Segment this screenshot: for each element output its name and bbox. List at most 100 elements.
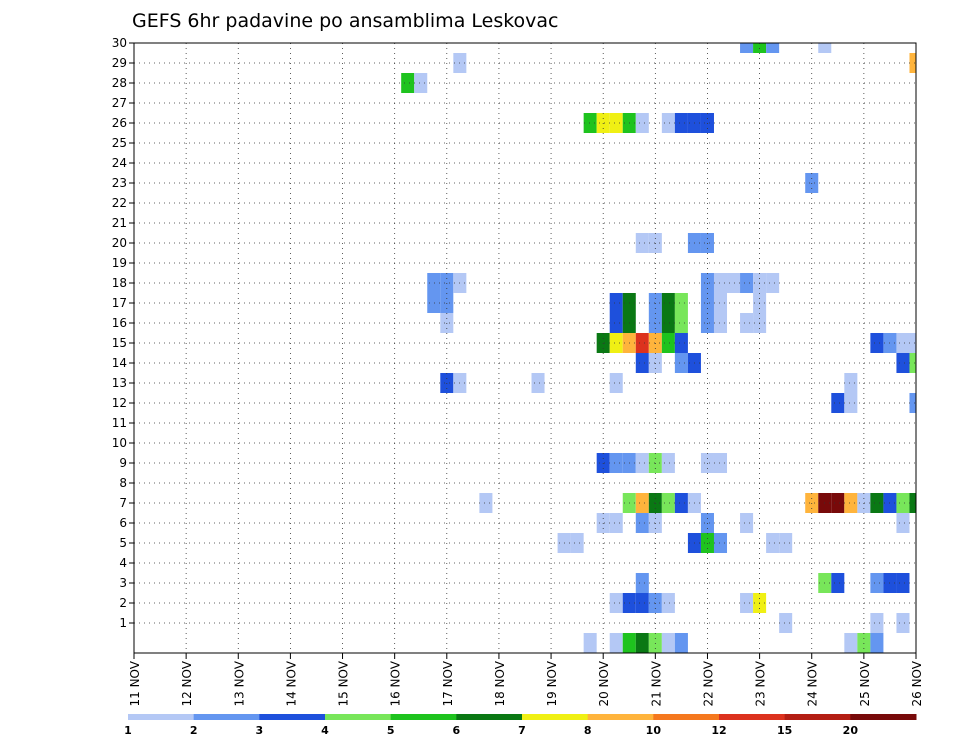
y-tick-label: 2 [119,596,127,610]
y-tick-label: 23 [112,176,127,190]
colorbar-swatch [784,714,851,720]
y-tick-label: 3 [119,576,127,590]
cell-m16-d22.25 [713,313,728,333]
y-tick-label: 11 [112,416,127,430]
y-tick-label: 13 [112,376,127,390]
cell-m7-d20.75 [635,493,649,513]
cell-m6-d25.75 [896,513,910,533]
colorbar-label: 8 [584,724,592,737]
colorbar-label: 2 [190,724,198,737]
cell-m14-d20.75 [635,353,649,373]
cell-m7-d17.75 [479,493,493,513]
colorbar-swatch [259,714,326,720]
cell-m7-d24.75 [844,493,858,513]
gridlines [134,43,916,653]
cell-m3-d20.75 [635,573,649,593]
cell-m15-d25.75 [896,333,910,353]
cell-m28-d16.5 [414,73,428,93]
x-tick-label: 11 NOV [128,660,142,706]
cell-m30-d23.25 [766,43,780,53]
cell-m13-d20.25 [609,373,623,393]
x-tick-label: 14 NOV [284,660,298,706]
cell-m26-d19.75 [583,113,597,133]
y-tick-label: 28 [112,76,127,90]
x-tick-label: 26 NOV [910,660,924,706]
colorbar-label: 1 [124,724,132,737]
y-tick-label: 12 [112,396,127,410]
x-tick-label: 21 NOV [649,660,663,706]
y-tick-label: 4 [119,556,127,570]
colorbar-swatch [719,714,786,720]
y-tick-label: 1 [119,616,127,630]
cell-m7-d26 [909,493,916,513]
cell-m9-d21.25 [661,453,675,473]
x-tick-label: 20 NOV [597,660,611,706]
cell-m16-d20.25 [609,313,623,333]
cell-m7-d25.75 [896,493,910,513]
y-tick-label: 6 [119,516,127,530]
cell-m0-d21.5 [674,633,688,653]
cell-m30-d22.75 [740,43,754,53]
cell-m12-d24.5 [831,393,845,413]
cell-m15-d20.75 [635,333,649,353]
cell-m7-d21.25 [661,493,675,513]
y-tick-label: 8 [119,476,127,490]
y-tick-label: 21 [112,216,127,230]
colorbar-swatch [850,714,917,720]
y-tick-label: 22 [112,196,127,210]
x-tick-label: 25 NOV [858,660,872,706]
cell-m12-d26 [909,393,916,413]
y-tick-label: 10 [112,436,127,450]
cell-m15-d26 [909,333,916,353]
cell-m18-d23.25 [766,273,780,293]
cell-m9-d20.25 [609,453,623,473]
x-tick-label: 17 NOV [441,660,455,706]
y-tick-label: 14 [112,356,127,370]
x-tick-label: 19 NOV [545,660,559,706]
cell-m6-d20.25 [609,513,623,533]
y-tick-label: 26 [112,116,127,130]
y-tick-label: 29 [112,56,127,70]
colorbar-swatch [522,714,589,720]
x-tick-label: 24 NOV [806,660,820,706]
x-tick-label: 22 NOV [701,660,715,706]
cell-m15-d21.25 [661,333,675,353]
y-tick-label: 25 [112,136,127,150]
cell-m5-d23.5 [779,533,793,553]
cell-m14-d26 [909,353,916,373]
cell-m5-d22.25 [713,533,728,553]
cell-m17-d22.25 [713,293,728,313]
cell-m5-d23.25 [766,533,780,553]
cell-m30-d24.25 [818,43,832,53]
colorbar-swatch [193,714,260,720]
cell-m13-d24.75 [844,373,858,393]
cell-m14-d25.75 [896,353,910,373]
colorbar-swatch [587,714,654,720]
cell-m1-d23.5 [779,613,793,633]
x-tick-label: 15 NOV [337,660,351,706]
cell-m18-d16.75 [427,273,441,293]
y-tick-label: 30 [112,36,127,50]
y-tick-label: 17 [112,296,127,310]
colorbar-label: 15 [777,724,792,737]
colorbar-swatch [390,714,457,720]
cell-m7-d21.5 [674,493,688,513]
y-axis: 1234567891011121314151617181920212223242… [112,36,134,630]
cell-m3-d25.25 [870,573,884,593]
cell-m16-d21.25 [661,313,675,333]
cell-m0-d20.5 [622,633,636,653]
chart-title: GEFS 6hr padavine po ansamblima Leskovac [132,10,559,32]
cell-m0-d19.75 [583,633,597,653]
x-tick-label: 18 NOV [493,660,507,706]
colorbar-label: 5 [387,724,395,737]
cell-m0-d24.75 [844,633,858,653]
cell-m0-d20.75 [635,633,649,653]
cell-m9-d22.25 [713,453,728,473]
cell-m6-d22.75 [740,513,754,533]
cell-m15-d21.5 [674,333,688,353]
cell-m7-d24.5 [831,493,845,513]
cell-m26-d20.25 [609,113,623,133]
cell-m17-d21.25 [661,293,675,313]
cell-m17-d20.25 [609,293,623,313]
